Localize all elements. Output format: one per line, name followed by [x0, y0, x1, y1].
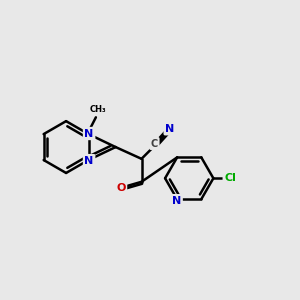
Text: C: C — [151, 139, 158, 148]
Text: N: N — [85, 128, 94, 139]
Text: O: O — [116, 183, 126, 193]
Text: N: N — [85, 156, 94, 166]
Text: N: N — [165, 124, 174, 134]
Text: Cl: Cl — [224, 173, 236, 183]
Text: CH₃: CH₃ — [90, 105, 106, 114]
Text: N: N — [172, 196, 181, 206]
